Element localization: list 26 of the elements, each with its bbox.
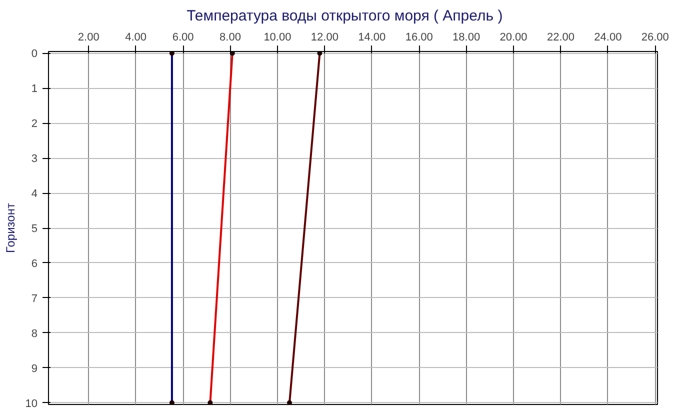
x-tick-label: 12.00 [310, 32, 338, 44]
y-tick-label: 10 [25, 398, 38, 410]
y-tick-label: 5 [31, 223, 38, 235]
x-tick-label: 6.00 [172, 32, 194, 44]
y-axis-title: Горизонт [3, 202, 18, 253]
x-tick-label: 8.00 [220, 32, 241, 44]
x-tick-label: 4.00 [125, 32, 147, 44]
y-tick-label: 8 [31, 328, 38, 340]
y-tick-label: 1 [31, 83, 38, 96]
y-tick-label: 4 [31, 188, 38, 200]
y-tick-label: 9 [31, 362, 38, 375]
x-tick-label: 26.00 [641, 32, 669, 44]
x-tick-label: 10.00 [264, 32, 292, 44]
y-tick-label: 2 [31, 118, 38, 130]
y-tick-label: 6 [31, 258, 38, 270]
x-tick-label: 16.00 [405, 32, 433, 44]
x-tick-label: 24.00 [594, 32, 622, 44]
x-tick-label: 2.00 [78, 32, 100, 44]
chart-title: Температура воды открытого моря ( Апрель ) [186, 8, 503, 24]
x-tick-label: 14.00 [358, 32, 386, 44]
x-tick-label: 22.00 [546, 32, 574, 44]
y-tick-label: 0 [31, 48, 38, 60]
y-tick-label: 3 [31, 153, 38, 166]
y-tick-label: 7 [31, 292, 38, 305]
x-tick-label: 20.00 [500, 32, 528, 44]
x-tick-label: 18.00 [452, 32, 480, 44]
